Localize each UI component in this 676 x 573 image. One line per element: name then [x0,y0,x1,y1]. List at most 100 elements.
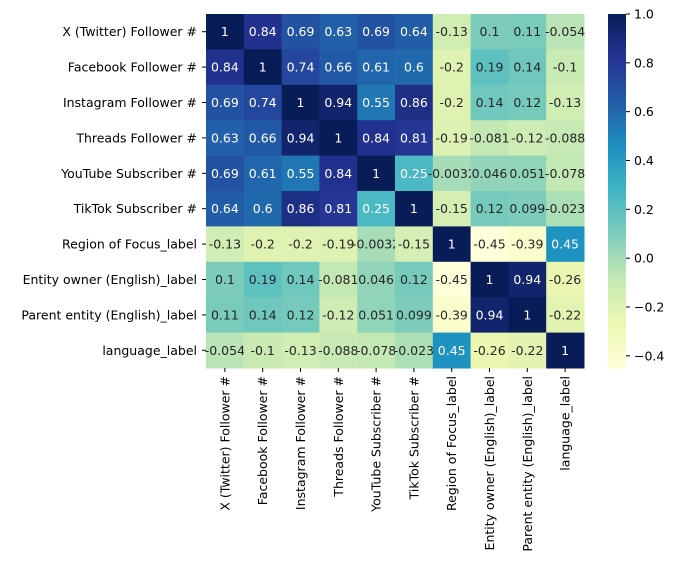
colorbar-segment [608,329,626,334]
cell-annotation: 0.69 [362,24,390,39]
heatmap-cell [508,226,547,263]
cell-annotation: 0.11 [513,24,541,39]
heatmap-cell [243,261,283,298]
colorbar-segment [608,317,626,322]
colorbar-segment [608,67,626,71]
colorbar-tick-label: 0.4 [634,153,654,168]
heatmap-cell [357,49,396,86]
heatmap-cell [243,332,283,369]
colorbar-segment [608,288,626,292]
colorbar-segment [608,31,626,36]
colorbar-segment [608,238,626,242]
heatmap-cell [470,261,509,298]
colorbar-segment [608,102,626,107]
cell-annotation: 0.63 [211,130,239,145]
colorbar-segment [608,309,626,313]
colorbar-tick-label: 0.2 [634,202,654,217]
cell-annotation: -0.054 [545,24,585,39]
heatmap-cell [508,84,547,121]
colorbar-segment [608,90,626,95]
heatmap-cell [357,14,396,50]
colorbar-segment [608,282,626,286]
cell-annotation: 0.81 [324,201,352,216]
colorbar-segment [608,132,626,136]
colorbar-segment [608,252,626,257]
heatmap-cell [508,297,547,334]
heatmap-cell [319,49,358,86]
colorbar-segment [608,105,626,109]
x-axis-labels: X (Twitter) Follower # Facebook Follower … [217,368,573,552]
colorbar-segment [608,267,626,272]
y-tick-label: TikTok Subscriber # [73,201,197,216]
heatmap-cell [470,191,509,227]
cell-annotation: 0.45 [438,343,466,358]
colorbar-segment [608,176,626,180]
heatmap-cell [546,120,585,157]
heatmap-cell [470,84,509,121]
colorbar-segment [608,167,626,171]
heatmap-cell [470,332,509,369]
cell-annotation: -0.19 [436,130,468,145]
colorbar-segment [608,182,626,186]
colorbar-segment [608,300,626,304]
y-tick-label: Entity owner (English)_label [23,272,197,287]
heatmap-cell [357,261,396,298]
colorbar-segment [608,335,626,340]
colorbar-segment [608,285,626,289]
cell-annotation: 0.86 [287,201,315,216]
cell-annotation: 0.94 [287,130,315,145]
colorbar-segment [608,143,626,148]
cell-annotation: 0.45 [551,237,579,252]
colorbar-segment [608,111,626,115]
cell-annotation: 1 [448,237,456,252]
heatmap-cell [281,84,320,121]
colorbar-segment [608,291,626,295]
colorbar-tick-label: −0.2 [634,299,664,314]
cell-annotation: 0.14 [249,307,277,322]
colorbar-segment [608,326,626,331]
heatmap-cell [243,155,283,192]
heatmap-cell [432,84,472,121]
heatmap-cell [319,297,358,334]
colorbar-segment [608,273,626,278]
colorbar-segment [608,306,626,310]
heatmap-cell [319,261,358,298]
colorbar-segment [608,43,626,48]
heatmap-cell [470,226,509,263]
heatmap-cell [508,261,547,298]
cell-annotation: 1 [297,95,305,110]
heatmap-cell [508,155,547,192]
colorbar-tick-label: 0.8 [634,55,654,70]
colorbar-segment [608,261,626,266]
heatmap-cell [432,155,472,192]
colorbar-segment [608,323,626,328]
colorbar-segment [608,16,626,21]
colorbar-segment [608,208,626,213]
cell-annotation: 0.14 [287,272,315,287]
heatmap-cell [206,84,245,121]
heatmap-cell [243,297,283,334]
heatmap-cell [470,155,509,192]
heatmap-cell [206,297,245,334]
colorbar-segment [608,258,626,263]
colorbar-segment [608,58,626,62]
heatmap-cell [395,49,434,86]
heatmap-cell [546,332,585,369]
heatmap-cell [281,49,320,86]
cell-annotation: 0.12 [513,95,541,110]
cell-annotation: -0.13 [436,24,468,39]
colorbar-segment [608,214,626,219]
cell-annotation: 0.14 [476,95,504,110]
heatmap-cell [357,84,396,121]
colorbar-segment [608,199,626,204]
cell-annotation: 0.19 [249,272,277,287]
heatmap-cell [319,191,358,227]
cell-annotation: 0.14 [513,60,541,75]
colorbar-segment [608,202,626,207]
heatmap-cell [357,297,396,334]
heatmap-cell [206,332,245,369]
cell-annotation: 0.69 [211,166,239,181]
heatmap-cell [470,297,509,334]
colorbar-segment [608,37,626,42]
